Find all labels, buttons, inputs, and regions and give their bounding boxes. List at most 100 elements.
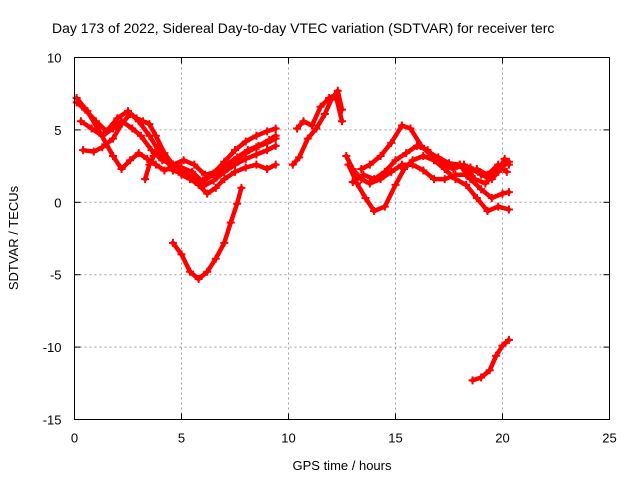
data-point [231, 156, 239, 165]
data-point [203, 189, 212, 198]
data-point [477, 170, 486, 179]
data-point [271, 160, 280, 169]
data-point [380, 167, 389, 176]
data-point [498, 189, 507, 198]
data-point [220, 175, 229, 184]
data-point [109, 124, 118, 133]
y-tick-label: -5 [50, 268, 62, 283]
data-point [504, 160, 513, 169]
data-point [138, 117, 147, 126]
data-point [400, 164, 409, 173]
data-point [134, 149, 143, 158]
data-point [419, 151, 428, 160]
data-point [406, 124, 415, 133]
series-track-d [79, 109, 280, 198]
y-tick-label: -15 [43, 413, 62, 428]
data-point [186, 267, 195, 276]
data-point [132, 114, 141, 123]
data-point [500, 154, 509, 163]
data-point [98, 131, 107, 140]
data-point [468, 376, 477, 385]
data-point [158, 149, 167, 158]
data-point [72, 94, 81, 103]
data-point [408, 156, 417, 165]
series-line [427, 150, 512, 182]
data-point [462, 180, 471, 189]
data-point [109, 151, 118, 160]
series-track-n [468, 335, 513, 385]
data-point [188, 173, 197, 182]
x-tick-label: 15 [388, 431, 402, 446]
data-point [487, 193, 496, 202]
data-point [391, 180, 400, 189]
series-line [290, 88, 345, 167]
data-point [455, 160, 464, 169]
data-point [361, 193, 370, 202]
data-point [263, 146, 272, 155]
data-point [162, 156, 171, 165]
x-tick-label: 25 [602, 431, 616, 446]
x-tick-label: 0 [71, 431, 78, 446]
data-point [430, 175, 439, 184]
data-point [263, 127, 272, 136]
data-point [397, 160, 406, 169]
data-point [241, 137, 250, 146]
data-point [434, 153, 443, 162]
data-point [440, 175, 449, 184]
data-point [331, 91, 340, 100]
data-point [168, 238, 177, 247]
data-point [126, 156, 135, 165]
data-point [466, 163, 475, 172]
y-tick-label: 0 [54, 195, 61, 210]
data-point [252, 131, 261, 140]
data-point [231, 167, 239, 176]
data-point [231, 146, 239, 155]
data-point [419, 166, 428, 175]
data-point [466, 175, 475, 184]
data-point [271, 134, 280, 143]
data-point [190, 160, 199, 169]
data-point [477, 373, 486, 382]
data-point [325, 94, 334, 103]
y-tick-label: 5 [54, 123, 61, 138]
data-point [485, 366, 494, 375]
data-point [98, 143, 107, 152]
data-point [365, 179, 374, 188]
series-line [170, 185, 244, 282]
data-point [179, 156, 188, 165]
series-track-j [344, 151, 513, 215]
data-point [198, 176, 207, 185]
data-point [397, 121, 406, 130]
data-point [177, 169, 186, 178]
chart-series-group [72, 86, 513, 385]
data-point [79, 146, 88, 155]
data-point [504, 188, 513, 197]
data-point [241, 163, 250, 172]
series-track-f [168, 183, 246, 284]
data-point [126, 109, 135, 118]
data-point [87, 124, 96, 133]
data-point [263, 164, 272, 173]
data-point [312, 124, 321, 133]
data-point [483, 206, 492, 215]
y-axis-label: SDTVAR / TECUs [6, 185, 21, 290]
data-point [370, 175, 379, 184]
data-point [263, 138, 272, 147]
data-point [387, 138, 396, 147]
data-point [209, 170, 218, 179]
x-tick-label: 5 [178, 431, 185, 446]
data-point [128, 124, 137, 133]
data-point [412, 141, 421, 150]
series-track-e [141, 134, 280, 185]
data-point [303, 134, 312, 143]
data-point [117, 120, 126, 129]
data-point [376, 151, 385, 160]
plot-frame [74, 57, 610, 420]
data-point [333, 86, 342, 95]
data-point [338, 117, 346, 126]
data-point [233, 199, 242, 208]
data-point [370, 206, 379, 215]
data-point [252, 160, 261, 169]
series-track-h [293, 91, 346, 133]
data-point [504, 335, 513, 344]
